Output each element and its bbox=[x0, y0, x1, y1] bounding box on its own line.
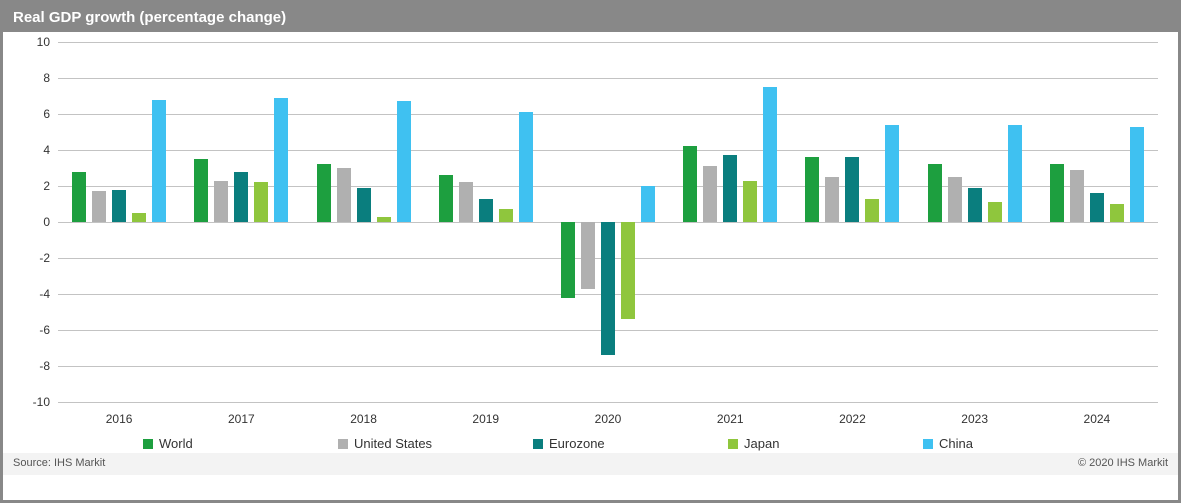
x-tick-label: 2024 bbox=[1084, 412, 1111, 426]
bar bbox=[152, 100, 166, 222]
legend-item: Eurozone bbox=[533, 436, 728, 451]
grid-line bbox=[58, 78, 1158, 79]
bar bbox=[928, 164, 942, 222]
bar bbox=[72, 172, 86, 222]
bar bbox=[194, 159, 208, 222]
legend-swatch bbox=[338, 439, 348, 449]
bar bbox=[988, 202, 1002, 222]
bar bbox=[703, 166, 717, 222]
bar bbox=[561, 222, 575, 298]
y-tick-label: -2 bbox=[39, 251, 58, 265]
legend-swatch bbox=[923, 439, 933, 449]
bar bbox=[683, 146, 697, 222]
legend-item: China bbox=[923, 436, 1118, 451]
y-tick-label: -6 bbox=[39, 323, 58, 337]
bar bbox=[1130, 127, 1144, 222]
x-tick-label: 2021 bbox=[717, 412, 744, 426]
bar bbox=[621, 222, 635, 319]
bar bbox=[377, 217, 391, 222]
chart-footer: Source: IHS Markit © 2020 IHS Markit bbox=[3, 453, 1178, 475]
legend-swatch bbox=[533, 439, 543, 449]
bar bbox=[459, 182, 473, 222]
bar bbox=[845, 157, 859, 222]
x-tick-label: 2019 bbox=[472, 412, 499, 426]
bar bbox=[274, 98, 288, 222]
bar bbox=[397, 101, 411, 222]
grid-line bbox=[58, 42, 1158, 43]
bar bbox=[337, 168, 351, 222]
bar bbox=[519, 112, 533, 222]
x-tick-label: 2017 bbox=[228, 412, 255, 426]
bar bbox=[1008, 125, 1022, 222]
bar bbox=[479, 199, 493, 222]
bar bbox=[234, 172, 248, 222]
bar bbox=[948, 177, 962, 222]
legend-label: World bbox=[159, 436, 193, 451]
y-tick-label: -10 bbox=[33, 395, 58, 409]
grid-line bbox=[58, 366, 1158, 367]
grid-line bbox=[58, 402, 1158, 403]
bar bbox=[1090, 193, 1104, 222]
bar bbox=[743, 181, 757, 222]
source-text: Source: IHS Markit bbox=[13, 457, 105, 469]
legend-label: Japan bbox=[744, 436, 779, 451]
legend-item: Japan bbox=[728, 436, 923, 451]
legend-label: Eurozone bbox=[549, 436, 605, 451]
grid-line bbox=[58, 114, 1158, 115]
legend-item: World bbox=[143, 436, 338, 451]
bar bbox=[825, 177, 839, 222]
bar bbox=[581, 222, 595, 289]
bar bbox=[865, 199, 879, 222]
bar bbox=[763, 87, 777, 222]
legend-label: United States bbox=[354, 436, 432, 451]
x-tick-label: 2022 bbox=[839, 412, 866, 426]
legend-swatch bbox=[728, 439, 738, 449]
y-tick-label: -4 bbox=[39, 287, 58, 301]
bar bbox=[885, 125, 899, 222]
copyright-text: © 2020 IHS Markit bbox=[1078, 457, 1168, 469]
bar bbox=[641, 186, 655, 222]
bar bbox=[317, 164, 331, 222]
legend-label: China bbox=[939, 436, 973, 451]
legend-item: United States bbox=[338, 436, 533, 451]
y-tick-label: 8 bbox=[43, 71, 58, 85]
bar bbox=[723, 155, 737, 222]
x-tick-label: 2020 bbox=[595, 412, 622, 426]
bar bbox=[214, 181, 228, 222]
bar bbox=[132, 213, 146, 222]
bar bbox=[357, 188, 371, 222]
bar bbox=[92, 191, 106, 222]
bar bbox=[968, 188, 982, 222]
bar bbox=[499, 209, 513, 222]
bar bbox=[254, 182, 268, 222]
y-tick-label: 0 bbox=[43, 215, 58, 229]
bar bbox=[112, 190, 126, 222]
x-tick-label: 2016 bbox=[106, 412, 133, 426]
x-tick-label: 2018 bbox=[350, 412, 377, 426]
bar bbox=[805, 157, 819, 222]
y-tick-label: -8 bbox=[39, 359, 58, 373]
bar bbox=[601, 222, 615, 355]
y-tick-label: 2 bbox=[43, 179, 58, 193]
y-tick-label: 4 bbox=[43, 143, 58, 157]
bar bbox=[1070, 170, 1084, 222]
legend-swatch bbox=[143, 439, 153, 449]
bar bbox=[439, 175, 453, 222]
chart-container: Real GDP growth (percentage change) -10-… bbox=[0, 0, 1181, 503]
chart-title: Real GDP growth (percentage change) bbox=[3, 3, 1178, 32]
chart-area: -10-8-6-4-20246810 201620172018201920202… bbox=[58, 42, 1158, 432]
y-tick-label: 10 bbox=[37, 35, 58, 49]
legend: World United States Eurozone Japan China bbox=[3, 432, 1178, 453]
bar bbox=[1110, 204, 1124, 222]
plot-region: -10-8-6-4-20246810 bbox=[58, 42, 1158, 402]
bar bbox=[1050, 164, 1064, 222]
x-axis-labels: 2016 2017 2018 2019 2020 2021 2022 2023 2024 bbox=[58, 408, 1158, 432]
x-tick-label: 2023 bbox=[961, 412, 988, 426]
y-tick-label: 6 bbox=[43, 107, 58, 121]
grid-line bbox=[58, 150, 1158, 151]
